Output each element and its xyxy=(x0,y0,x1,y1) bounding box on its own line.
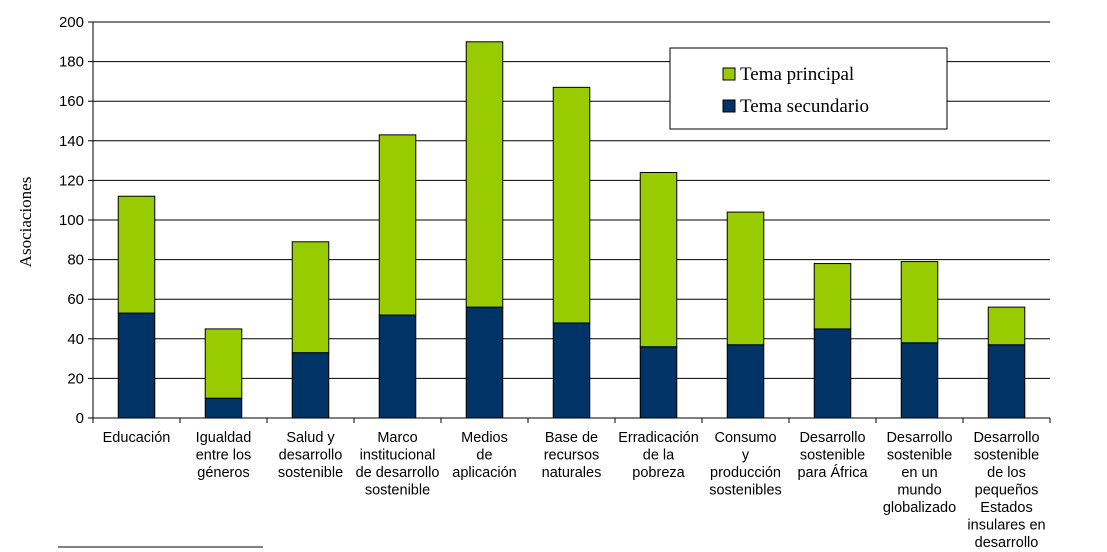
bar-segment xyxy=(900,342,939,419)
x-tick-label: Base de recursos naturales xyxy=(542,430,602,481)
x-tick-labels: Educación Igualdad entre los géneros Salud y… xyxy=(103,430,1046,551)
y-tick-label: 40 xyxy=(67,331,84,348)
legend-box xyxy=(669,47,948,130)
axes xyxy=(88,21,1051,423)
y-tick-label: 120 xyxy=(59,172,84,189)
legend-swatch xyxy=(722,99,736,113)
x-tick-label: Educación xyxy=(103,430,171,446)
bar-segment xyxy=(813,328,852,419)
x-tick-label: Erradicación de la pobreza xyxy=(618,430,699,481)
y-tick-label: 160 xyxy=(59,93,84,110)
legend-label: Tema secundario xyxy=(740,96,869,117)
bar-segment xyxy=(813,263,852,330)
bar-segment xyxy=(291,352,330,419)
y-tick-label: 180 xyxy=(59,54,84,71)
bar-segment xyxy=(726,211,765,346)
bar-segment xyxy=(639,171,678,348)
x-tick-label: Igualdad entre los géneros xyxy=(196,430,252,481)
x-tick-label: Desarrollo sostenible de los pequeños Estado… xyxy=(967,430,1045,551)
bar-segment xyxy=(900,261,939,344)
bar-segment xyxy=(117,195,156,314)
bar-segment xyxy=(117,312,156,419)
x-tick-label: Medios de aplicación xyxy=(452,430,517,481)
y-axis-label: Asociaciones xyxy=(16,177,35,268)
bar-segment xyxy=(378,314,417,419)
y-tick-label: 60 xyxy=(67,291,84,308)
x-tick-label: Consumo y producción sostenibles xyxy=(709,430,782,499)
bar-segment xyxy=(726,344,765,419)
bars xyxy=(117,41,1026,419)
y-tick-label: 140 xyxy=(59,133,84,150)
legend-label: Tema principal xyxy=(740,64,854,85)
x-tick-label: Desarrollo sostenible para África xyxy=(797,430,868,481)
x-tick-label: Salud y desarrollo sostenible xyxy=(278,430,343,481)
y-tick-label: 100 xyxy=(59,212,84,229)
y-tick-label: 80 xyxy=(67,252,84,269)
y-tick-label: 20 xyxy=(67,370,84,387)
bar-segment xyxy=(987,344,1026,419)
x-tick-label: Marco institucional de desarrollo sostenibl… xyxy=(356,430,440,499)
bar-segment xyxy=(204,397,243,419)
bar-segment xyxy=(378,134,417,316)
legend: Tema principal Tema secundario xyxy=(669,47,948,130)
bar-segment xyxy=(552,86,591,324)
bar-segment xyxy=(987,306,1026,346)
bar-segment xyxy=(552,322,591,419)
bar-segment xyxy=(465,306,504,419)
bar-segment xyxy=(639,346,678,419)
y-tick-label: 0 xyxy=(76,410,84,427)
bar-segment xyxy=(204,328,243,399)
bar-segment xyxy=(291,241,330,354)
bar-segment xyxy=(465,41,504,308)
y-tick-label: 200 xyxy=(59,14,84,31)
x-tick-label: Desarrollo sostenible en un mundo globalizad… xyxy=(883,430,956,516)
legend-swatch xyxy=(722,67,736,81)
y-tick-labels: 0 20 40 60 80 100 120 140 160 180 200 xyxy=(59,14,84,427)
